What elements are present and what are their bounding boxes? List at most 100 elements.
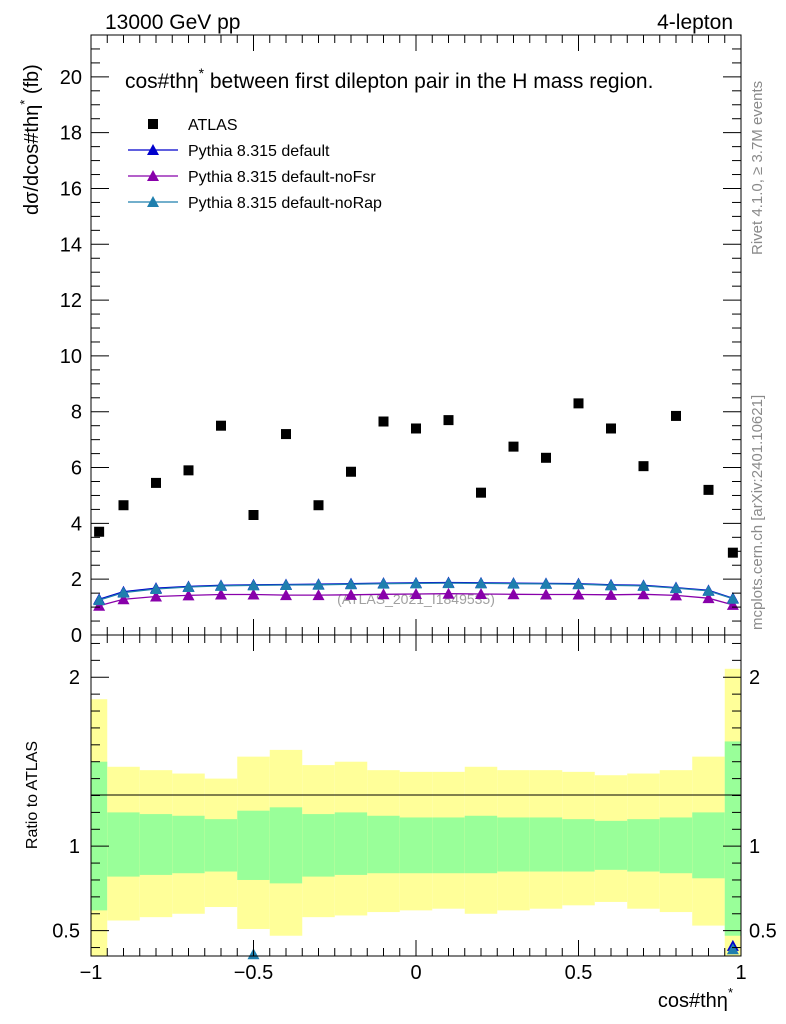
atlas-point-12 (476, 487, 486, 498)
noFsr-point-11 (442, 587, 455, 599)
legend-noRap-label: Pythia 8.315 default-noRap (188, 195, 382, 212)
noFsr-point-17 (637, 588, 650, 600)
noRap-point-10 (410, 577, 422, 589)
noRap-point-0 (93, 594, 106, 606)
noFsr-point-14 (540, 588, 552, 600)
main-y-tick-label: 18 (60, 123, 82, 145)
atlas-point-6 (281, 429, 291, 440)
ratio-inner-band-11 (432, 817, 465, 874)
atlas-point-9 (378, 416, 389, 427)
ratio-inner-band-6 (269, 807, 303, 884)
atlas-point-0 (94, 526, 105, 537)
atlas-point-14 (541, 452, 551, 463)
ratio-inner-band-1 (107, 812, 140, 877)
noRap-point-5 (247, 579, 260, 591)
x-axis-label: cos#thη* (658, 985, 733, 1012)
chart-title-main: cos#thη (125, 70, 199, 93)
x-axis-label-text: cos#thη (658, 990, 728, 1012)
atlas-point-4 (216, 420, 226, 431)
noFsr-point-10 (410, 587, 422, 599)
main-y-tick-label: 20 (60, 67, 82, 89)
main-y-tick-label: 4 (71, 513, 82, 535)
x-tick-labels: −1 −0.5 0 0.5 1 (80, 962, 747, 984)
x-tick-label: 0.5 (565, 962, 593, 984)
noRap-point-20 (726, 592, 739, 604)
atlas-point-5 (248, 510, 259, 520)
noRap-point-4 (215, 579, 227, 591)
side-mcplots: mcplots.cern.ch [arXiv:2401.10621] (749, 395, 766, 630)
legend-atlas-label: ATLAS (188, 117, 238, 134)
noRap-point-15 (572, 578, 585, 590)
ratio-inner-band-8 (334, 812, 368, 875)
main-marks (93, 398, 739, 611)
chart-title-sup: * (199, 65, 205, 81)
ratio-y-tick-label-left: 0.5 (52, 921, 80, 943)
legend-noFsr-marker (147, 170, 159, 181)
noFsr-point-18 (670, 589, 682, 601)
noFsr-point-4 (215, 588, 227, 600)
noRap-point-3 (182, 581, 195, 592)
ratio-y-tick-label-left: 1 (69, 836, 80, 858)
x-tick-label: −0.5 (234, 962, 273, 984)
noRap-point-19 (702, 584, 715, 596)
noFsr-point-8 (345, 588, 357, 600)
main-ylabel-sup: * (17, 100, 32, 105)
noRap-point-12 (475, 577, 487, 589)
ratio-ylabel: Ratio to ATLAS (24, 741, 41, 849)
ratio-inner-band-13 (497, 817, 530, 872)
noRap-point-16 (605, 579, 617, 591)
ratio-y-tick-label-right: 0.5 (749, 921, 777, 943)
ratio-y-tick-label-right: 1 (749, 836, 760, 858)
main-ylabel-text: dσ/dcos#thη (21, 105, 43, 215)
noFsr-point-12 (475, 587, 487, 599)
noFsr-point-6 (280, 589, 292, 601)
ratio-y-tick-label-right: 2 (749, 667, 760, 689)
noRap-point-11 (442, 577, 455, 589)
ratio-inner-band-18 (659, 817, 693, 874)
noFsr-point-5 (247, 588, 260, 600)
noRap-point-14 (540, 577, 552, 589)
noFsr-point-1 (117, 593, 130, 605)
noFsr-point-0 (93, 599, 106, 611)
main-ylabel-unit: (fb) (21, 64, 43, 100)
legend-noRap-marker (147, 196, 159, 207)
atlas-point-3 (183, 465, 194, 476)
legend-noFsr-label: Pythia 8.315 default-noFsr (188, 169, 376, 186)
atlas-point-19 (703, 484, 714, 495)
main-y-tick-label: 8 (71, 402, 82, 424)
chart-title-rest: between first dilepton pair in the H mas… (204, 70, 653, 93)
main-y-tick-label: 12 (60, 290, 82, 312)
noFsr-point-3 (182, 589, 195, 601)
ratio-inner-band-15 (562, 819, 595, 872)
atlas-point-2 (151, 477, 161, 488)
noRap-point-13 (507, 577, 520, 589)
main-ylabel: dσ/dcos#thη* (fb) (17, 64, 43, 215)
ratio-inner-band-9 (367, 815, 400, 874)
atlas-point-1 (118, 500, 129, 511)
noRap-point-9 (377, 577, 390, 589)
ratio-inner-band-20 (724, 741, 741, 936)
main-y-tick-labels: 0 2 4 6 8 10 12 14 16 18 20 (60, 67, 82, 647)
legend: ATLAS Pythia 8.315 default Pythia 8.315 de… (128, 117, 382, 212)
side-rivet: Rivet 4.1.0, ≥ 3.7M events (749, 81, 766, 255)
noRap-point-7 (312, 578, 325, 590)
ratio-inner-band-0 (91, 761, 108, 911)
ratio-inner-band-2 (139, 814, 173, 875)
atlas-point-10 (411, 423, 421, 434)
atlas-point-17 (638, 461, 649, 472)
noFsr-point-7 (312, 589, 325, 601)
main-y-tick-label: 10 (60, 346, 82, 368)
noFsr-point-2 (150, 590, 162, 602)
legend-default-label: Pythia 8.315 default (188, 143, 330, 160)
atlas-point-15 (573, 398, 584, 409)
ratio-panel: 0.5 0.51 12 2 −1 −0.5 0 0.5 1 Ratio to ATLAS co… (24, 634, 777, 1012)
header-right: 4-lepton (657, 11, 733, 34)
ratio-inner-band-4 (204, 819, 238, 872)
legend-atlas-marker (148, 119, 158, 129)
noFsr-point-9 (377, 588, 390, 600)
noFsr-point-19 (702, 592, 715, 604)
ratio-inner-band-10 (399, 817, 433, 874)
noRap-point-2 (150, 582, 162, 594)
noRap-point-1 (117, 586, 130, 598)
ratio-ticks (90, 635, 742, 956)
